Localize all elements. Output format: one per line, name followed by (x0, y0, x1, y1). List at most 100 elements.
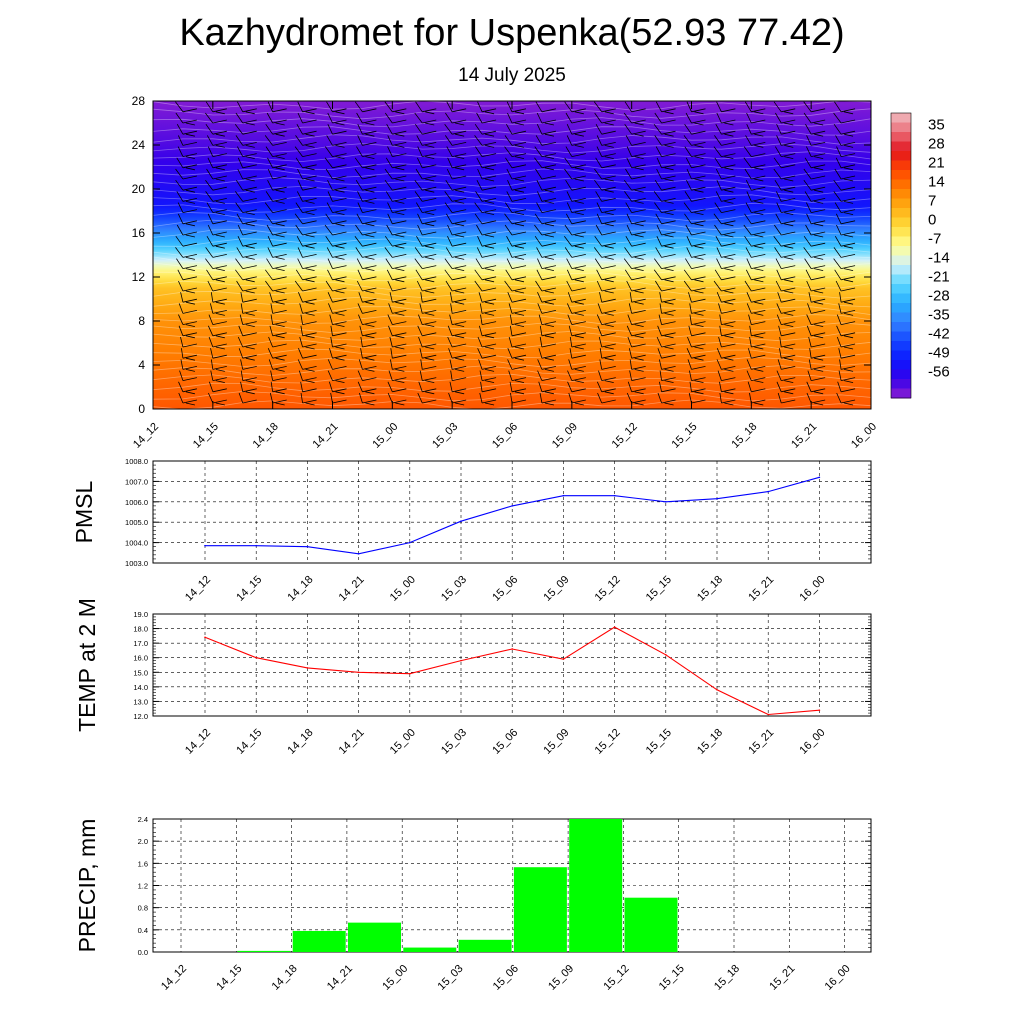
x-tick-label: 14_21 (337, 574, 367, 604)
wind-barb (385, 157, 407, 171)
wind-barb (629, 292, 646, 305)
x-tick-label: 15_09 (546, 963, 576, 993)
wind-barb (235, 135, 257, 148)
wind-barb (445, 280, 467, 294)
wind-barb (359, 392, 377, 406)
colorbar-swatch (891, 379, 911, 389)
wind-barb (328, 381, 347, 395)
wind-barb (834, 202, 856, 215)
chart-subtitle: 14 July 2025 (458, 65, 566, 86)
wind-barb (567, 370, 586, 383)
wind-barb (684, 146, 706, 159)
wind-barb (623, 258, 646, 271)
wind-barb (685, 157, 706, 169)
wind-barb (684, 213, 706, 227)
x-tick-label: 15_18 (695, 727, 725, 757)
x-tick-label: 15_18 (729, 421, 759, 451)
precip-bar (569, 819, 623, 952)
wind-barb (360, 348, 377, 361)
wind-barb (564, 101, 586, 115)
wind-barb (654, 280, 676, 292)
wind-barb (295, 157, 317, 171)
wind-barb (566, 202, 586, 215)
colorbar-swatch (891, 322, 911, 332)
wind-barb (626, 392, 646, 406)
wind-barb (294, 146, 317, 157)
wind-barb (537, 370, 557, 381)
wind-barb (448, 348, 467, 361)
wind-barb (534, 235, 557, 247)
wind-barb (205, 179, 227, 191)
wind-barb (834, 101, 856, 115)
wind-barb (210, 370, 227, 383)
wind-barb (357, 303, 377, 314)
wind-barb (239, 314, 257, 327)
wind-barb (446, 213, 467, 227)
wind-barb (536, 247, 557, 260)
wind-barb (474, 213, 497, 225)
precipitation-panel: 0.0 0.4 0.8 1.2 1.6 2.0 2.4 14_12 14_15 14_18 14_2… (74, 815, 872, 993)
wind-barb (414, 258, 437, 269)
wind-barb (205, 191, 227, 204)
wind-barb (566, 191, 586, 204)
wind-barb (480, 381, 497, 393)
colorbar-swatch (891, 369, 911, 380)
precip-bar (292, 930, 346, 952)
wind-barb (385, 191, 407, 204)
wind-barb (265, 269, 287, 281)
wind-barb (507, 292, 527, 303)
wind-barb (835, 157, 856, 171)
wind-barb (537, 191, 557, 204)
wind-barb (297, 112, 317, 124)
contour-line (153, 279, 871, 291)
wind-barb (506, 101, 527, 115)
wind-barb (839, 292, 856, 305)
wind-barb (237, 336, 257, 350)
wind-barb (624, 123, 646, 137)
wind-barb (356, 258, 377, 271)
wind-barb (569, 336, 586, 350)
wind-barb (178, 392, 198, 406)
colorbar-swatch (891, 265, 911, 275)
x-tick-label: 16_00 (849, 421, 879, 451)
wind-barb (537, 359, 557, 372)
wind-barb (623, 179, 646, 193)
colorbar-label: -7 (928, 231, 941, 248)
wind-barb (355, 247, 377, 260)
wind-barb (238, 348, 257, 361)
x-tick-label: 14_18 (270, 963, 300, 993)
wind-barb (835, 135, 856, 148)
wind-barb (775, 112, 796, 126)
wind-barb (658, 314, 676, 325)
wind-barb (536, 202, 557, 213)
wind-barb (354, 101, 377, 113)
wind-barb (267, 157, 287, 171)
wind-barb (295, 202, 317, 215)
wind-barb (534, 213, 557, 227)
wind-barb (267, 101, 287, 113)
y-tick-label: 1.2 (138, 882, 148, 891)
wind-barb (657, 325, 676, 339)
wind-barb (479, 370, 497, 383)
wind-barb (327, 370, 347, 383)
wind-barb (207, 213, 227, 225)
wind-barb (235, 112, 257, 126)
wind-barb (358, 359, 377, 372)
wind-barb (624, 191, 646, 204)
wind-barb (565, 146, 586, 157)
wind-barb (356, 213, 377, 227)
wind-barb (237, 146, 257, 159)
wind-barb (838, 303, 856, 316)
x-tick-label: 15_06 (490, 574, 520, 604)
wind-barb (835, 213, 856, 225)
wind-barb (566, 258, 586, 271)
x-tick-label: 15_12 (593, 574, 623, 604)
wind-barb (265, 123, 287, 137)
pmsl-point (306, 545, 309, 548)
wind-barb (296, 191, 317, 204)
wind-barb (507, 247, 527, 260)
wind-barb (806, 392, 826, 406)
wind-barb (838, 370, 856, 383)
wind-barb (267, 168, 287, 180)
